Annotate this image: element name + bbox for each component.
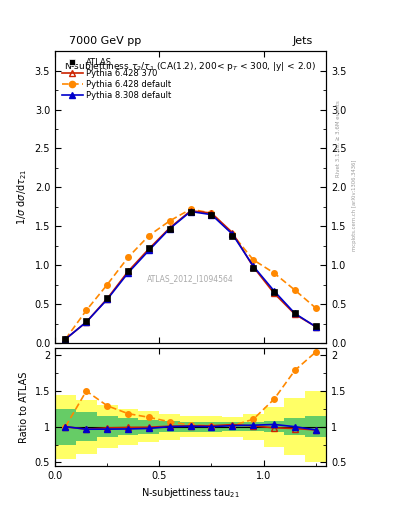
Line: ATLAS: ATLAS bbox=[62, 209, 319, 343]
ATLAS bbox=[272, 289, 276, 295]
ATLAS bbox=[251, 265, 255, 271]
ATLAS bbox=[230, 232, 235, 239]
Text: 7000 GeV pp: 7000 GeV pp bbox=[69, 36, 141, 46]
ATLAS bbox=[292, 310, 297, 316]
ATLAS bbox=[313, 323, 318, 329]
Text: N-subjettiness $\tau_2/\tau_1$ (CA(1.2), 200< p$_T$ < 300, |y| < 2.0): N-subjettiness $\tau_2/\tau_1$ (CA(1.2),… bbox=[64, 60, 317, 73]
ATLAS bbox=[167, 226, 172, 232]
Text: mcplots.cern.ch [arXiv:1306.3436]: mcplots.cern.ch [arXiv:1306.3436] bbox=[352, 159, 357, 250]
ATLAS bbox=[209, 211, 214, 218]
Text: Jets: Jets bbox=[292, 36, 313, 46]
Y-axis label: 1/$\sigma$ d$\sigma$/d$\tau_{21}$: 1/$\sigma$ d$\sigma$/d$\tau_{21}$ bbox=[15, 169, 29, 225]
Legend: ATLAS, Pythia 6.428 370, Pythia 6.428 default, Pythia 8.308 default: ATLAS, Pythia 6.428 370, Pythia 6.428 de… bbox=[59, 55, 174, 102]
ATLAS bbox=[105, 295, 110, 301]
ATLAS bbox=[63, 336, 68, 342]
Text: Rivet 3.1.10, ≥ 3.6M events: Rivet 3.1.10, ≥ 3.6M events bbox=[336, 100, 341, 177]
ATLAS bbox=[147, 245, 151, 251]
Text: ATLAS_2012_I1094564: ATLAS_2012_I1094564 bbox=[147, 274, 234, 283]
ATLAS bbox=[188, 209, 193, 216]
Y-axis label: Ratio to ATLAS: Ratio to ATLAS bbox=[19, 371, 29, 443]
ATLAS bbox=[126, 268, 130, 274]
X-axis label: N-subjettiness tau$_{21}$: N-subjettiness tau$_{21}$ bbox=[141, 486, 240, 500]
ATLAS bbox=[84, 318, 89, 324]
